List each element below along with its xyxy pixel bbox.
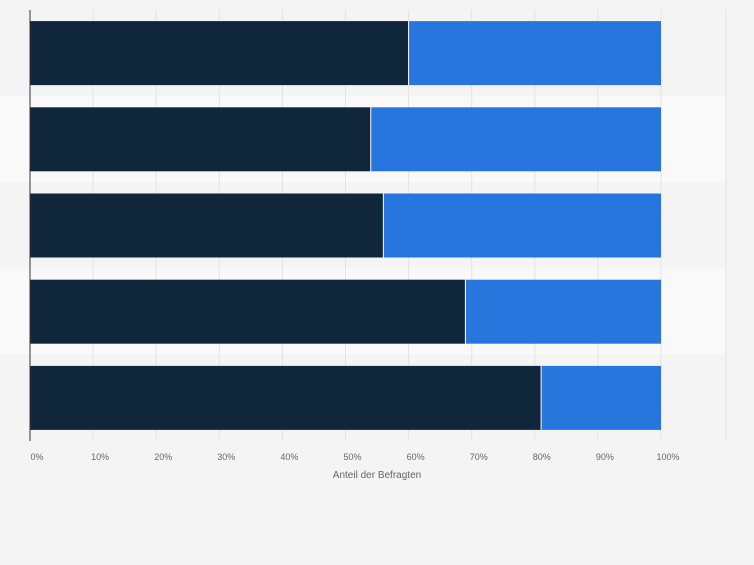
x-tick-label: 50% bbox=[343, 452, 361, 462]
bar-segment[interactable] bbox=[30, 21, 409, 86]
bar-segment[interactable] bbox=[541, 365, 661, 430]
x-axis-label: Anteil der Befragten bbox=[333, 470, 421, 481]
x-tick-label: 20% bbox=[154, 452, 172, 462]
bar-segment[interactable] bbox=[370, 107, 661, 172]
x-tick-label: 100% bbox=[656, 452, 679, 462]
x-tick-label: 90% bbox=[596, 452, 614, 462]
bar-segment[interactable] bbox=[30, 279, 466, 344]
bar-segment[interactable] bbox=[465, 279, 661, 344]
bar-segment[interactable] bbox=[383, 193, 661, 258]
x-tick-label: 30% bbox=[217, 452, 235, 462]
x-tick-label: 70% bbox=[470, 452, 488, 462]
bar-segment[interactable] bbox=[30, 193, 384, 258]
bar-segment[interactable] bbox=[408, 21, 661, 86]
x-tick-label: 10% bbox=[91, 452, 109, 462]
x-tick-labels: 0% 10% 20% 30% 40% 50% 60% 70% 80% 90% 100% bbox=[30, 452, 679, 462]
x-tick-label: 80% bbox=[533, 452, 551, 462]
bar-segment[interactable] bbox=[30, 107, 371, 172]
x-tick-label: 0% bbox=[30, 452, 43, 462]
bar-segment[interactable] bbox=[30, 365, 542, 430]
bars bbox=[30, 21, 661, 430]
x-tick-label: 60% bbox=[407, 452, 425, 462]
x-tick-label: 40% bbox=[280, 452, 298, 462]
